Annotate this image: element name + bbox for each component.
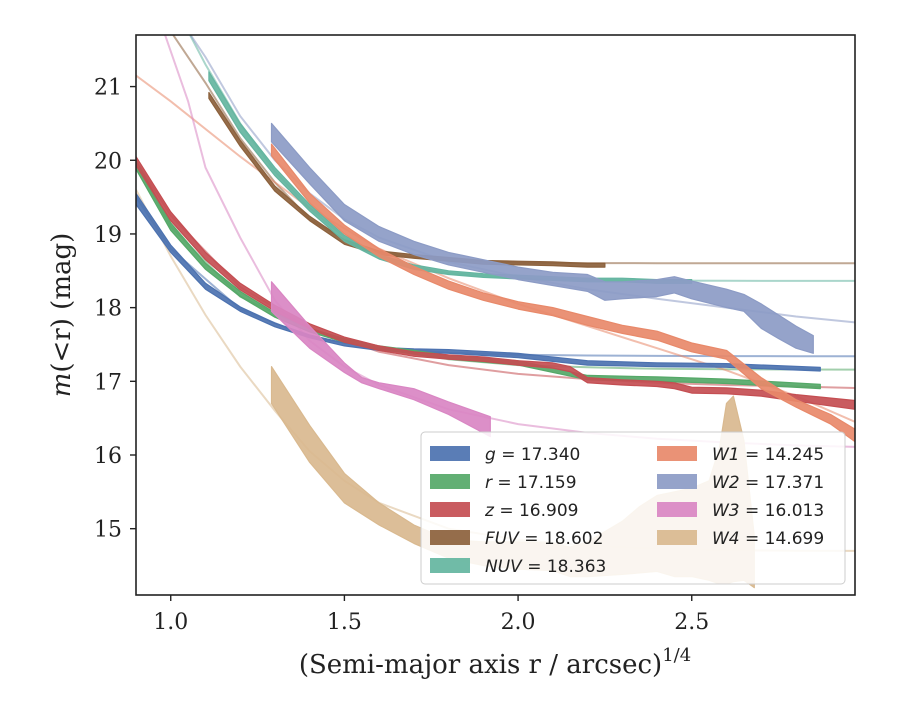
x-tick-label: 2.0	[501, 610, 536, 635]
data-band-W2	[270, 122, 814, 354]
legend-item-FUV: FUV = 18.602	[430, 529, 603, 549]
legend-box	[420, 431, 846, 585]
plot-frame	[135, 34, 856, 596]
legend-label: g = 17.340	[485, 445, 580, 465]
legend-item-r: r = 17.159	[430, 473, 577, 493]
legend-item-W3: W3 = 16.013	[657, 501, 824, 521]
legend-item-W2: W2 = 17.371	[657, 473, 824, 493]
legend: g = 17.340 r = 17.159 z = 16.909 FUV = 18.6…	[420, 431, 846, 585]
legend-label: W2 = 17.371	[712, 473, 824, 493]
x-axis-title: (Semi-major axis r / arcsec)1/4	[299, 645, 691, 680]
legend-swatch	[657, 474, 697, 489]
y-axis-ticks: 15 16 17 18 19 20 21	[94, 76, 136, 543]
legend-label: NUV = 18.363	[485, 557, 606, 577]
y-tick-label: 15	[94, 518, 122, 543]
x-axis-ticks: 1.0 1.5 2.0 2.5	[153, 595, 709, 635]
legend-label: FUV = 18.602	[485, 529, 603, 549]
legend-item-NUV: NUV = 18.363	[430, 557, 606, 577]
data-band-z	[136, 156, 855, 410]
legend-swatch	[430, 502, 470, 517]
legend-label: W3 = 16.013	[712, 501, 824, 521]
x-tick-label: 2.5	[674, 610, 709, 635]
legend-item-g: g = 17.340	[430, 445, 580, 465]
data-band-W1	[270, 143, 855, 443]
x-tick-label: 1.0	[153, 610, 188, 635]
y-tick-label: 17	[94, 370, 122, 395]
x-tick-label: 1.5	[327, 610, 362, 635]
legend-swatch	[657, 530, 697, 545]
model-curve-W1	[136, 74, 855, 423]
legend-label: W4 = 14.699	[712, 529, 824, 549]
legend-item-W1: W1 = 14.245	[657, 445, 824, 465]
legend-swatch	[430, 558, 470, 573]
data-band-W3	[270, 281, 491, 438]
y-tick-label: 19	[94, 223, 122, 248]
y-tick-label: 16	[94, 444, 122, 469]
legend-swatch	[430, 446, 470, 461]
legend-item-W4: W4 = 14.699	[657, 529, 824, 549]
data-band-NUV	[208, 71, 693, 284]
legend-item-z: z = 16.909	[430, 501, 578, 521]
y-tick-label: 18	[94, 297, 122, 322]
y-tick-label: 20	[94, 149, 122, 174]
legend-swatch	[657, 446, 697, 461]
legend-swatch	[657, 502, 697, 517]
y-tick-label: 21	[94, 76, 122, 101]
legend-label: r = 17.159	[485, 473, 577, 493]
y-axis-title: m(<r) (mag)	[47, 233, 77, 398]
legend-label: W1 = 14.245	[712, 445, 824, 465]
legend-swatch	[430, 474, 470, 489]
legend-swatch	[430, 530, 470, 545]
legend-label: z = 16.909	[484, 501, 578, 521]
